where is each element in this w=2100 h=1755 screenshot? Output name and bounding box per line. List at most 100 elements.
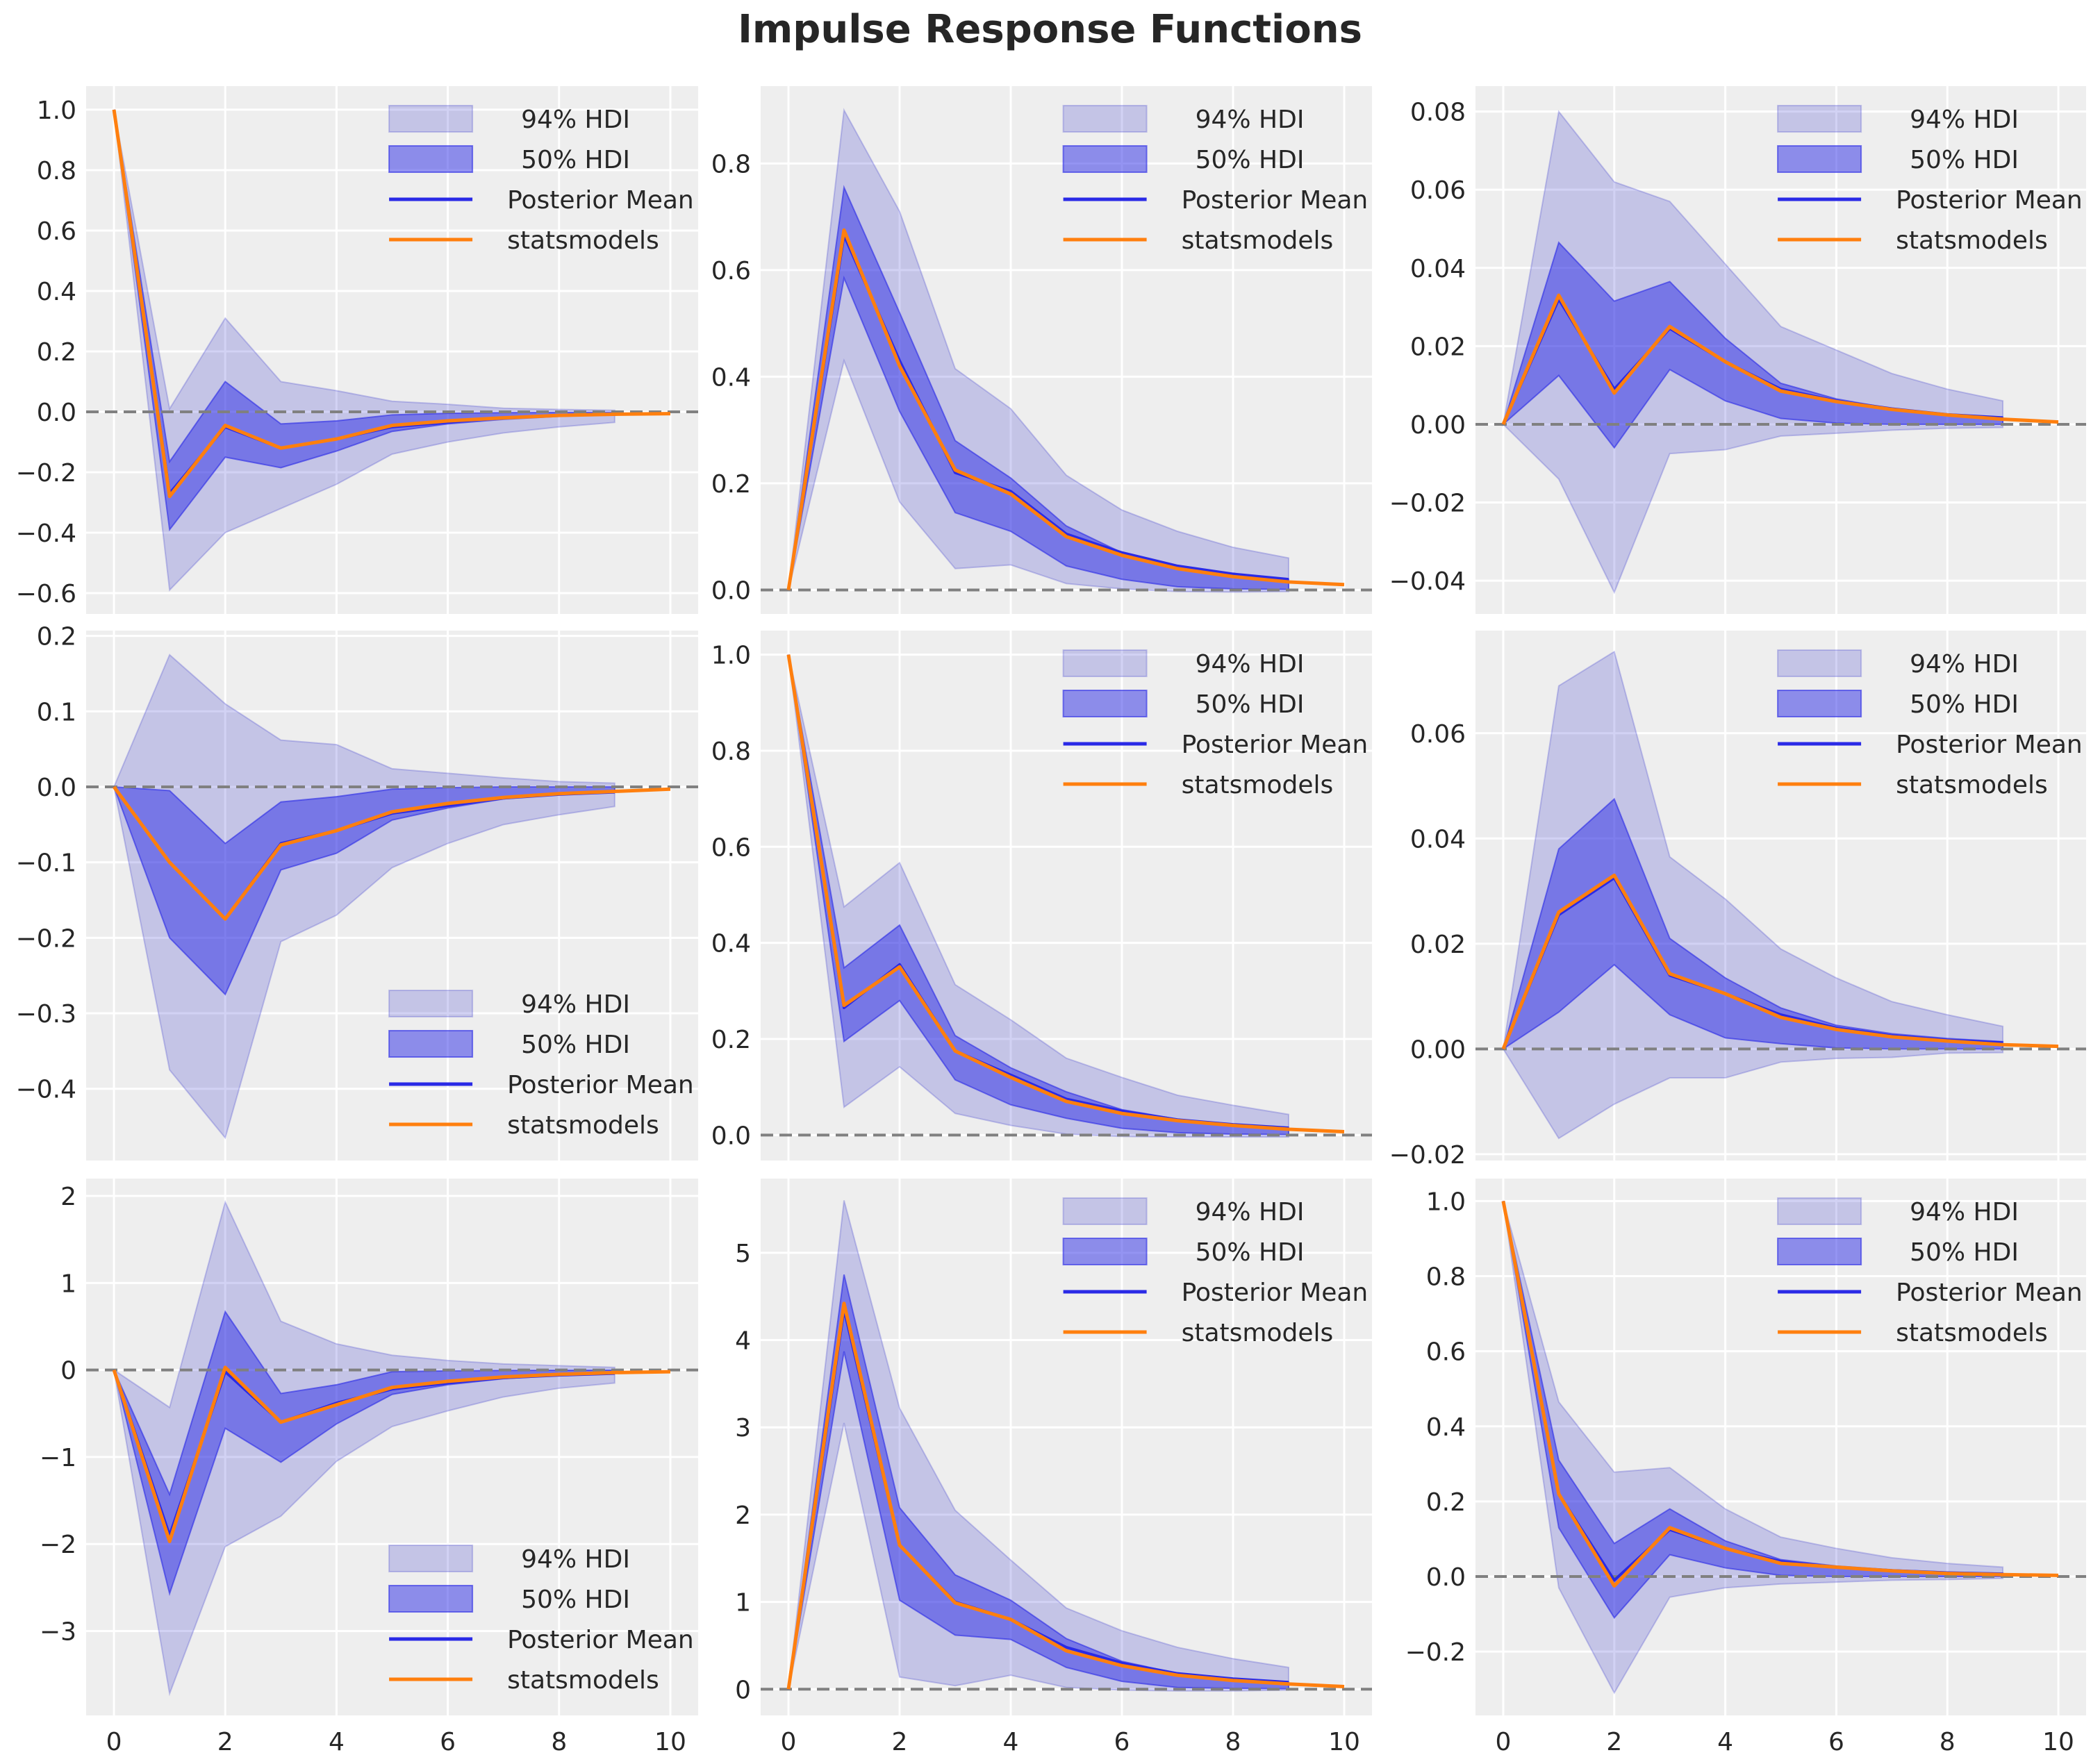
subplot-r0-c1: 0.0 0.2 0.4 0.6 0.8 94% HDI 50% HDI Posterior… (711, 86, 1372, 614)
hdi-50-band (788, 185, 1289, 590)
y-tick-label: 0.6 (711, 257, 751, 285)
hdi-94-band (1502, 650, 2004, 1140)
hdi-94-band (113, 654, 615, 1140)
statsmodels-line (1501, 1200, 2059, 1588)
legend-swatch-hdi-94 (1062, 1197, 1148, 1225)
legend-label: statsmodels (1182, 771, 1334, 799)
legend-label: Posterior Mean (1182, 1279, 1369, 1307)
axes-background (1475, 1179, 2086, 1715)
statsmodels-line (1501, 873, 2059, 1050)
legend-swatch-hdi-50 (388, 145, 474, 173)
y-tick-label: 3 (735, 1414, 751, 1442)
legend-label: Posterior Mean (1896, 731, 2083, 759)
legend-label: 50% HDI (1910, 690, 2019, 719)
legend-label: 50% HDI (1196, 1238, 1305, 1267)
y-tick-label: 0.6 (1426, 1338, 1466, 1367)
axes-background (761, 1179, 1372, 1715)
axes-background (761, 631, 1372, 1161)
hdi-94-band (1502, 110, 2004, 594)
legend: 94% HDI 50% HDI Posterior Mean statsmodels (1062, 649, 1369, 799)
legend: 94% HDI 50% HDI Posterior Mean statsmodels (388, 105, 694, 255)
x-tick-label: 10 (1328, 1728, 1360, 1755)
legend-swatch-hdi-94 (1062, 649, 1148, 677)
y-tick-label: 0.00 (1410, 411, 1466, 440)
y-tick-label: 0.2 (37, 338, 76, 367)
x-tick-label: 4 (1717, 1728, 1733, 1755)
legend-label: 94% HDI (521, 106, 630, 134)
y-tick-label: 0.4 (711, 930, 751, 958)
legend-swatch-hdi-50 (388, 1585, 474, 1613)
y-tick-label: 0.0 (1426, 1563, 1466, 1592)
statsmodels-line (112, 1365, 670, 1543)
legend-label: 50% HDI (521, 1031, 630, 1059)
legend: 94% HDI 50% HDI Posterior Mean statsmodels (1062, 1197, 1369, 1347)
x-tick-label: 2 (217, 1728, 233, 1755)
statsmodels-line (113, 785, 671, 921)
y-tick-label: −1 (40, 1444, 76, 1472)
legend: 94% HDI 50% HDI Posterior Mean statsmodels (1777, 649, 2083, 799)
y-tick-label: −0.02 (1389, 1141, 1466, 1170)
legend-label: statsmodels (507, 1111, 659, 1140)
x-tick-label: 8 (551, 1728, 567, 1755)
y-tick-label: 1 (735, 1589, 751, 1617)
legend-label: 94% HDI (1910, 650, 2019, 679)
legend-label: statsmodels (1896, 1319, 2048, 1347)
subplot-r2-c2: −0.2 0.0 0.2 0.4 0.6 0.8 1.0 0 2 4 6 8 10 94% HDI 50… (1405, 1179, 2086, 1755)
y-tick-label: 1.0 (711, 642, 751, 670)
y-tick-label: 0 (735, 1676, 751, 1704)
y-tick-label: −0.4 (16, 1076, 76, 1104)
legend-label: Posterior Mean (1896, 1279, 2083, 1307)
legend-label: statsmodels (1896, 226, 2048, 255)
y-tick-label: 1 (60, 1270, 76, 1298)
legend: 94% HDI 50% HDI Posterior Mean statsmodels (388, 1545, 694, 1695)
y-tick-label: 0.8 (711, 738, 751, 766)
y-tick-label: −0.3 (16, 1000, 76, 1029)
hdi-50-band (113, 785, 615, 996)
y-tick-label: 0.02 (1410, 931, 1466, 959)
y-tick-label: −0.6 (16, 580, 76, 608)
legend-label: statsmodels (1896, 771, 2048, 799)
statsmodels-line (1501, 293, 2059, 425)
x-tick-label: 0 (106, 1728, 122, 1755)
statsmodels-line (112, 109, 670, 499)
legend-label: 50% HDI (1910, 146, 2019, 174)
y-tick-label: 2 (735, 1502, 751, 1530)
legend: 94% HDI 50% HDI Posterior Mean statsmodels (1777, 105, 2083, 255)
y-tick-label: 0.2 (1426, 1488, 1466, 1517)
legend-label: statsmodels (507, 1666, 659, 1695)
y-tick-label: 0.4 (37, 278, 76, 306)
legend-label: 50% HDI (521, 146, 630, 174)
y-tick-label: −0.2 (16, 924, 76, 953)
legend-swatch-hdi-50 (1062, 145, 1148, 173)
subplot-r1-c2: −0.02 0.00 0.02 0.04 0.06 94% HDI 50% HDI Pos… (1389, 631, 2086, 1170)
legend-swatch-hdi-50 (1777, 145, 1862, 173)
legend-label: 50% HDI (1196, 690, 1305, 719)
y-tick-label: 0.06 (1410, 176, 1466, 205)
y-tick-label: −2 (40, 1531, 76, 1559)
x-tick-label: 2 (1606, 1728, 1622, 1755)
y-tick-label: 0.0 (37, 774, 76, 802)
legend-label: 50% HDI (1910, 1238, 2019, 1267)
x-tick-label: 10 (654, 1728, 686, 1755)
legend-swatch-hdi-94 (1777, 649, 1862, 677)
y-tick-label: −0.2 (1405, 1638, 1466, 1667)
legend: 94% HDI 50% HDI Posterior Mean statsmodels (1777, 1197, 2083, 1347)
legend-label: Posterior Mean (507, 1626, 694, 1654)
legend: 94% HDI 50% HDI Posterior Mean statsmodels (1062, 105, 1368, 255)
legend-label: 94% HDI (1196, 650, 1305, 679)
legend-label: 94% HDI (521, 990, 630, 1019)
y-tick-label: −0.1 (16, 849, 76, 878)
y-tick-label: 0.04 (1410, 255, 1466, 283)
y-tick-label: 0.0 (711, 1122, 751, 1150)
legend-label: statsmodels (507, 226, 659, 255)
y-tick-label: 1.0 (37, 97, 76, 125)
y-tick-label: 0.02 (1410, 333, 1466, 361)
legend-label: Posterior Mean (1182, 731, 1369, 759)
y-tick-label: 0.08 (1410, 99, 1466, 127)
statsmodels-line (786, 1301, 1345, 1690)
x-tick-label: 4 (1003, 1728, 1019, 1755)
x-tick-label: 6 (440, 1728, 456, 1755)
legend-swatch-hdi-50 (388, 1030, 474, 1058)
legend-label: 94% HDI (1910, 1198, 2019, 1226)
y-tick-label: −0.02 (1389, 490, 1466, 518)
